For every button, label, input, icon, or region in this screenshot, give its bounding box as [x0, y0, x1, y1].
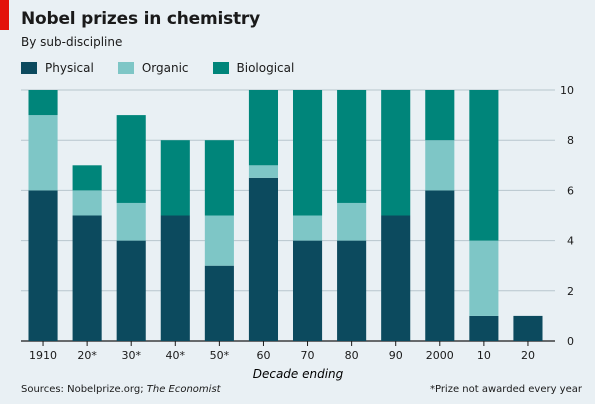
y-tick-label: 0	[567, 335, 574, 348]
y-tick-labels: 0 2 4 6 8 10	[560, 84, 574, 348]
bar-segment-biological	[28, 90, 58, 116]
bar-segment-biological	[425, 90, 455, 141]
bar-segment-physical	[160, 215, 190, 341]
bar-segment-organic	[337, 202, 367, 241]
bar-segment-physical	[381, 215, 411, 341]
bar-segment-biological	[72, 165, 102, 191]
x-tick-label: 30*	[121, 349, 141, 362]
x-tick-label: 2000	[426, 349, 454, 362]
source-note: Sources: Nobelprize.org; The Economist	[21, 384, 221, 395]
bar-segment-organic	[72, 190, 102, 216]
x-tick-label: 90	[389, 349, 403, 362]
bar-segment-physical	[513, 315, 543, 341]
x-tick-label: 50*	[210, 349, 230, 362]
bar-segment-biological	[337, 90, 367, 203]
bar-segment-physical	[337, 240, 367, 341]
bar-segment-biological	[469, 90, 499, 241]
x-tick-label: 80	[345, 349, 359, 362]
bar-segment-physical	[72, 215, 102, 341]
bar-segment-biological	[292, 90, 323, 216]
y-tick-label: 10	[560, 84, 574, 97]
y-tick-label: 6	[567, 184, 574, 197]
bar-segment-organic	[248, 165, 279, 178]
chart-subtitle: By sub-discipline	[21, 35, 123, 49]
bar-segment-physical	[425, 190, 455, 341]
bar-segment-physical	[116, 240, 146, 341]
x-tick-label: 1910	[29, 349, 57, 362]
x-axis-label: Decade ending	[253, 367, 344, 381]
bar-segment-organic	[116, 202, 146, 241]
bar-segment-physical	[204, 265, 234, 341]
bar-segment-organic	[469, 240, 499, 316]
bar-segment-physical	[469, 315, 499, 341]
bar-segment-biological	[204, 140, 234, 216]
x-tick-label: 70	[301, 349, 315, 362]
legend-label-organic: Organic	[141, 61, 189, 75]
bar-segment-organic	[425, 140, 455, 191]
bar-segment-organic	[204, 215, 234, 266]
bars	[28, 90, 543, 341]
y-tick-label: 8	[567, 134, 574, 147]
bar-segment-physical	[292, 240, 323, 341]
x-tick-label: 20*	[77, 349, 97, 362]
legend: Physical Organic Biological	[21, 61, 318, 75]
bar-segment-biological	[160, 140, 190, 216]
legend-swatch-organic	[117, 62, 134, 74]
source-publication: The Economist	[146, 384, 221, 395]
brand-tag	[0, 0, 9, 30]
chart-title: Nobel prizes in chemistry	[21, 9, 261, 29]
x-tick-label: 10	[477, 349, 491, 362]
legend-item-biological: Biological	[212, 61, 295, 75]
x-tick-label: 20	[521, 349, 535, 362]
legend-label-physical: Physical	[45, 61, 94, 75]
y-tick-label: 4	[567, 235, 574, 248]
bar-segment-organic	[292, 215, 323, 241]
source-prefix: Sources: Nobelprize.org;	[21, 384, 147, 395]
legend-swatch-physical	[21, 62, 37, 74]
legend-swatch-biological	[212, 62, 229, 74]
legend-item-physical: Physical	[21, 61, 94, 75]
bar-segment-biological	[116, 115, 146, 203]
gridlines	[21, 89, 555, 342]
bar-segment-biological	[381, 90, 411, 216]
x-tick-label: 60	[256, 349, 270, 362]
bar-segment-organic	[28, 115, 58, 191]
bar-segment-physical	[28, 190, 58, 341]
x-tick-labels: 1910 20* 30* 40* 50* 60 70 80 90 2000 10 20	[29, 341, 535, 362]
bar-segment-biological	[248, 90, 279, 166]
legend-label-biological: Biological	[236, 61, 295, 75]
y-tick-label: 2	[567, 285, 574, 298]
bar-segment-physical	[248, 177, 279, 341]
footnote: *Prize not awarded every year	[429, 384, 582, 395]
legend-item-organic: Organic	[117, 61, 189, 75]
x-tick-label: 40*	[166, 349, 186, 362]
